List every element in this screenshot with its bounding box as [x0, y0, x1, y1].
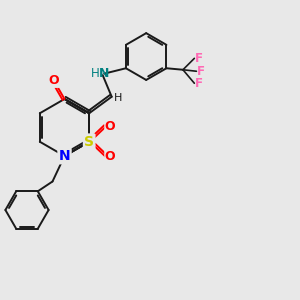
- Text: N: N: [99, 67, 110, 80]
- Text: H: H: [114, 93, 122, 103]
- Text: N: N: [59, 149, 70, 163]
- Text: F: F: [197, 65, 205, 78]
- Text: O: O: [105, 120, 116, 133]
- Text: F: F: [195, 77, 203, 90]
- Text: O: O: [49, 74, 59, 87]
- Text: S: S: [84, 135, 94, 149]
- Text: H: H: [91, 67, 100, 80]
- Text: O: O: [105, 150, 116, 163]
- Text: F: F: [195, 52, 203, 65]
